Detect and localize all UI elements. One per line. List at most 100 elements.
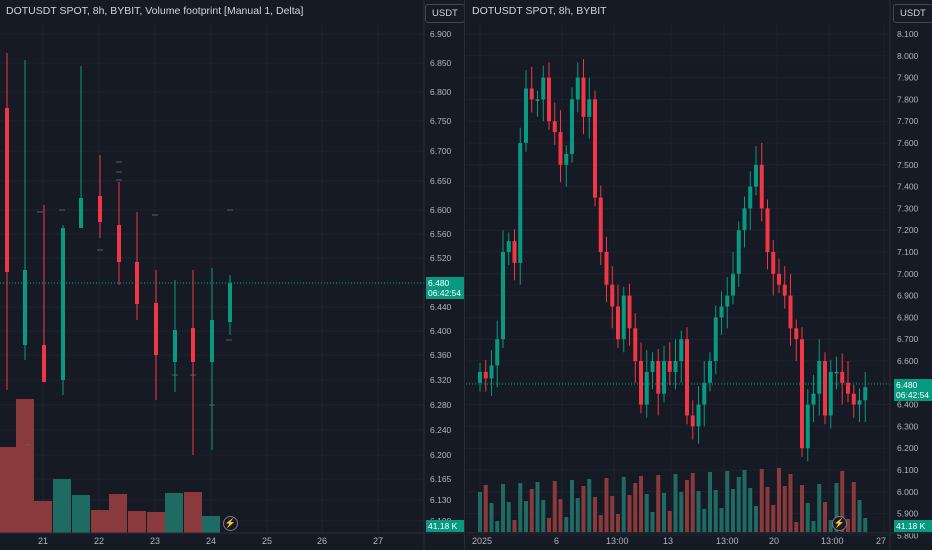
- candle-body: [621, 295, 626, 340]
- volume-bar: [478, 492, 482, 532]
- candle-body: [742, 208, 747, 231]
- volume-bar: [53, 479, 71, 533]
- price-tick-label: 6.165: [430, 474, 452, 484]
- volume-bar: [685, 480, 689, 532]
- candle-body: [748, 186, 753, 209]
- volume-bar: [725, 471, 730, 532]
- candlestick-chart-pane[interactable]: DOTUSDT SPOT, 8h, BYBIT USDT 8.100 8.000 7…: [466, 0, 932, 550]
- volume-bar: [759, 469, 764, 532]
- volume-bar: [552, 481, 557, 532]
- candle-body: [650, 361, 655, 372]
- price-tick-label: 7.000: [897, 269, 919, 279]
- price-tick-label: 6.800: [897, 312, 919, 322]
- candle-body: [644, 371, 649, 405]
- volume-bar: [495, 521, 500, 532]
- x-tick-label: 23: [150, 536, 160, 546]
- candle-body: [765, 208, 770, 252]
- x-tick-label: 13:00: [606, 536, 629, 546]
- candle-body: [489, 365, 494, 379]
- volume-bar: [598, 515, 603, 532]
- currency-button[interactable]: USDT: [425, 4, 464, 23]
- volume-bar: [679, 492, 684, 532]
- candle-body: [863, 387, 868, 401]
- price-tick-label: 6.240: [430, 425, 452, 435]
- candle-body: [483, 371, 488, 379]
- candle-body: [627, 295, 632, 329]
- footprint-chart-pane[interactable]: DOTUSDT SPOT, 8h, BYBIT, Volume footprin…: [0, 0, 465, 550]
- x-tick-label: 27: [876, 536, 886, 546]
- price-tick-label: 6.280: [430, 400, 452, 410]
- price-tick-label: 7.400: [897, 182, 919, 192]
- candle-body: [679, 339, 684, 361]
- volume-bar: [673, 474, 678, 532]
- volume-bar: [851, 482, 856, 532]
- candlestick-chart-canvas[interactable]: 8.100 8.000 7.900 7.800 7.700 7.600 7.500 7.400…: [466, 0, 932, 550]
- x-tick-label: 25: [262, 536, 272, 546]
- volume-bar: [16, 399, 34, 533]
- volume-bar: [742, 470, 747, 532]
- candle-body: [541, 77, 546, 100]
- price-tick-label: 8.100: [897, 29, 919, 39]
- candle-body: [552, 121, 557, 133]
- candle-body: [228, 283, 232, 322]
- candle-body: [834, 371, 839, 374]
- candle-body: [857, 400, 862, 405]
- candle-body: [593, 99, 597, 198]
- x-tick-label: 27: [373, 536, 383, 546]
- volume-bar: [800, 485, 804, 532]
- volume-bar: [575, 498, 580, 532]
- candle-body: [135, 262, 139, 304]
- volume-bar: [765, 487, 770, 532]
- volume-bar: [501, 484, 505, 532]
- lightning-icon[interactable]: ⚡: [223, 516, 238, 531]
- candle-body: [708, 361, 712, 383]
- candle-body: [731, 273, 735, 296]
- candle-body: [154, 303, 158, 355]
- volume-bar: [512, 520, 517, 532]
- candle-body: [529, 88, 534, 100]
- volume-bar: [667, 511, 672, 532]
- candle-body: [759, 164, 764, 209]
- volume-bar: [529, 489, 534, 532]
- price-tick-label: 7.200: [897, 225, 919, 235]
- lightning-icon[interactable]: ⚡: [832, 516, 847, 531]
- candle-body: [518, 143, 523, 263]
- price-tick-label: 6.130: [430, 495, 452, 505]
- volume-bar: [846, 519, 850, 532]
- x-tick-label: 6: [554, 536, 559, 546]
- volume-bar: [828, 520, 833, 532]
- currency-button[interactable]: USDT: [893, 4, 932, 23]
- price-tick-label: 7.700: [897, 116, 919, 126]
- volume-bar: [731, 489, 735, 532]
- volume-bar: [541, 500, 546, 532]
- volume-tag: 41.18 K: [426, 520, 464, 532]
- candle-body: [524, 88, 528, 143]
- candle-body: [817, 361, 822, 394]
- price-tick-label: 6.650: [430, 176, 452, 186]
- x-tick-label: 13:00: [821, 536, 844, 546]
- volume-bar: [34, 501, 52, 533]
- volume-bar: [777, 468, 781, 532]
- price-tick-label: 7.900: [897, 73, 919, 83]
- price-tick-label: 6.520: [430, 253, 452, 263]
- candle-body: [811, 393, 816, 405]
- candle-body: [846, 382, 850, 394]
- candle-body: [685, 339, 689, 416]
- volume-bar: [690, 473, 695, 532]
- volume-bar: [857, 500, 862, 532]
- candle-body: [673, 361, 678, 372]
- candle-body: [23, 270, 27, 345]
- price-tick-label: 8.000: [897, 51, 919, 61]
- candle-body: [575, 77, 580, 100]
- candle-body: [782, 284, 787, 296]
- x-tick-label: 13: [663, 536, 673, 546]
- x-tick-label: 26: [317, 536, 327, 546]
- volume-bar: [736, 477, 741, 532]
- x-tick-label: 22: [94, 536, 104, 546]
- candle-body: [42, 345, 46, 382]
- volume-bar: [794, 522, 799, 532]
- candle-body: [564, 153, 569, 165]
- candle-body: [788, 295, 793, 329]
- volume-bar: [817, 484, 822, 532]
- footprint-chart-canvas[interactable]: 6.900 6.850 6.800 6.750 6.700 6.650 6.600 6.560…: [0, 0, 464, 550]
